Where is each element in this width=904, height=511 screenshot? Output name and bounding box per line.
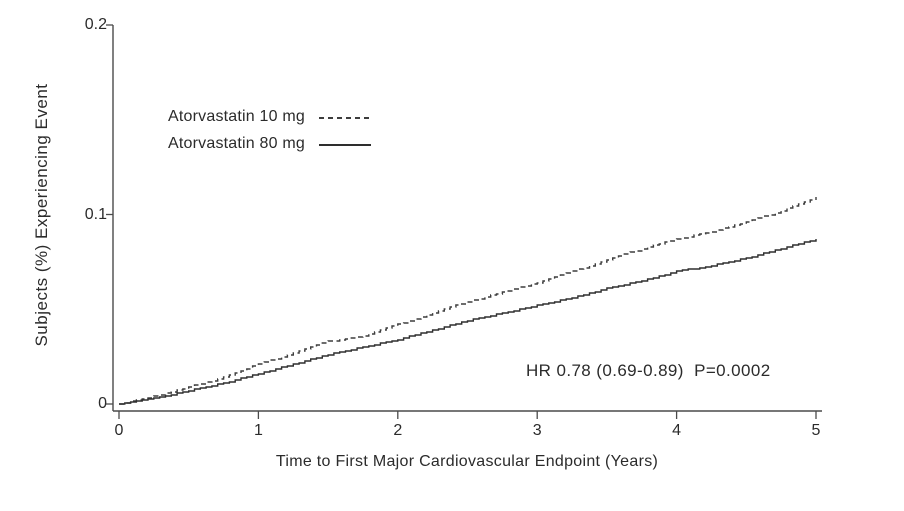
legend-item-atorvastatin-80mg: Atorvastatin 80 mg [168,130,371,157]
hazard-ratio-annotation: HR 0.78 (0.69-0.89) P=0.0002 [526,361,771,380]
x-tick-label: 3 [532,422,542,439]
dashed-line-sample-icon [319,116,371,119]
y-tick-label: 0.1 [84,205,107,223]
x-axis-title: Time to First Major Cardiovascular Endpo… [275,453,659,470]
legend-label-atorvastatin-80mg: Atorvastatin 80 mg [168,134,305,152]
x-tick-label: 1 [253,422,263,439]
x-tick-label: 2 [393,422,403,439]
legend-label-atorvastatin-10mg: Atorvastatin 10 mg [168,107,305,125]
x-tick-label: 5 [811,422,821,439]
y-tick-label: 0.2 [84,16,107,33]
x-tick-label: 0 [114,422,124,439]
legend-item-atorvastatin-10mg: Atorvastatin 10 mg [168,103,371,130]
x-tick-label: 4 [672,422,682,439]
y-tick-label: 0 [98,395,107,412]
curve-atorvastatin-10-mg [119,197,817,405]
curve-atorvastatin-80-mg [119,239,817,405]
solid-line-sample-icon [319,143,371,146]
legend: Atorvastatin 10 mg Atorvastatin 80 mg [168,103,371,157]
